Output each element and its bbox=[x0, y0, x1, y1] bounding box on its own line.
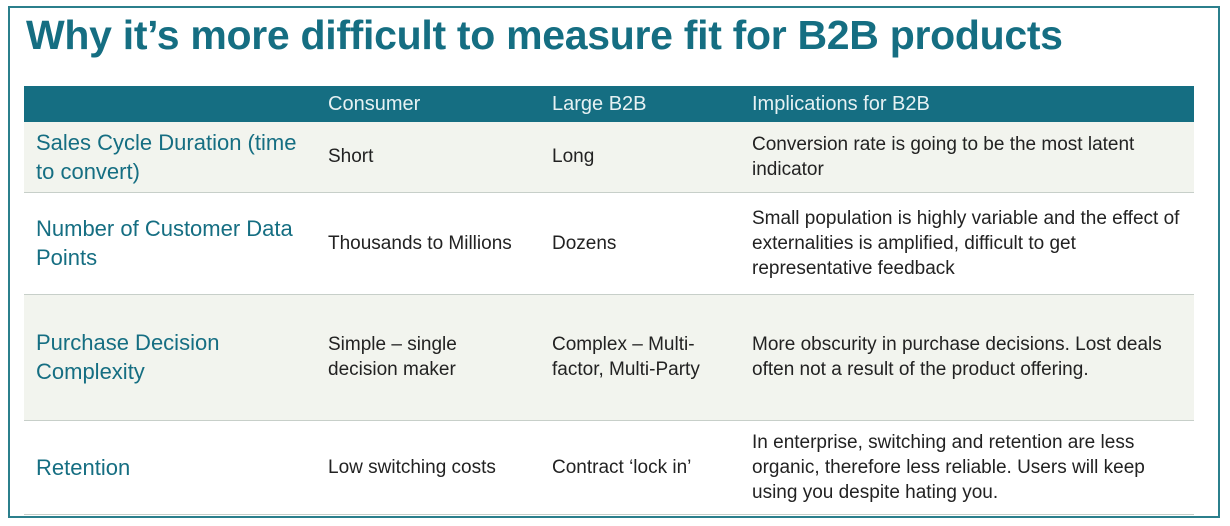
implication-cell: More obscurity in purchase decisions. Lo… bbox=[740, 294, 1194, 421]
implication-cell: Small population is highly variable and … bbox=[740, 192, 1194, 295]
consumer-cell: Low switching costs bbox=[316, 420, 540, 515]
row-label: Sales Cycle Duration (time to convert) bbox=[24, 122, 316, 193]
row-label: Number of Customer Data Points bbox=[24, 192, 316, 295]
consumer-cell: Short bbox=[316, 122, 540, 193]
table-header-row: Consumer Large B2B Implications for B2B bbox=[24, 86, 1194, 122]
table-row: Retention Low switching costs Contract ‘… bbox=[24, 420, 1194, 515]
b2b-cell: Complex – Multi-factor, Multi-Party bbox=[540, 294, 740, 421]
table-row: Purchase Decision Complexity Simple – si… bbox=[24, 294, 1194, 421]
row-label: Purchase Decision Complexity bbox=[24, 294, 316, 421]
header-implications: Implications for B2B bbox=[752, 92, 930, 115]
header-consumer: Consumer bbox=[328, 92, 421, 115]
table-row: Number of Customer Data Points Thousands… bbox=[24, 192, 1194, 295]
header-blank bbox=[24, 86, 316, 122]
consumer-cell: Simple – single decision maker bbox=[316, 294, 540, 421]
implication-cell: Conversion rate is going to be the most … bbox=[740, 122, 1194, 193]
consumer-cell: Thousands to Millions bbox=[316, 192, 540, 295]
comparison-table: Consumer Large B2B Implications for B2B … bbox=[24, 86, 1194, 515]
b2b-cell: Long bbox=[540, 122, 740, 193]
b2b-cell: Dozens bbox=[540, 192, 740, 295]
b2b-cell: Contract ‘lock in’ bbox=[540, 420, 740, 515]
page-title: Why it’s more difficult to measure fit f… bbox=[26, 12, 1063, 58]
table-row: Sales Cycle Duration (time to convert) S… bbox=[24, 122, 1194, 193]
header-large-b2b: Large B2B bbox=[552, 92, 647, 115]
implication-cell: In enterprise, switching and retention a… bbox=[740, 420, 1194, 515]
row-label: Retention bbox=[24, 420, 316, 515]
